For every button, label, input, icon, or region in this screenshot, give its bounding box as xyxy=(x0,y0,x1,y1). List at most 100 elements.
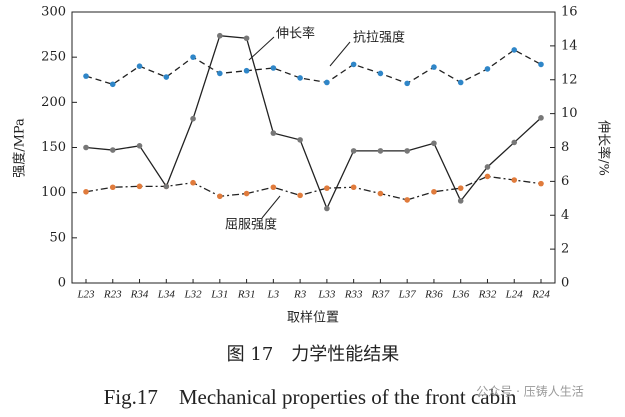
point xyxy=(83,73,89,79)
annotation-line xyxy=(329,41,351,67)
point xyxy=(511,139,518,146)
point xyxy=(350,61,357,68)
y-tick-label: 150 xyxy=(41,140,66,155)
point xyxy=(190,115,196,122)
point xyxy=(431,64,437,70)
point xyxy=(511,177,518,183)
y2-tick-label: 14 xyxy=(561,38,578,53)
point xyxy=(377,70,384,77)
point xyxy=(270,184,277,191)
point xyxy=(190,54,196,60)
point xyxy=(484,164,491,170)
annotation-line xyxy=(261,195,281,219)
point xyxy=(377,148,384,154)
caption-cn: 图 17 力学性能结果 xyxy=(227,344,400,365)
point xyxy=(109,81,116,88)
y2-tick-label: 6 xyxy=(561,174,569,189)
annotation: 屈服强度 xyxy=(225,217,277,233)
x-tick-label: L23 xyxy=(76,289,95,301)
y-tick-label: 100 xyxy=(41,185,66,200)
point xyxy=(109,184,116,191)
point xyxy=(270,130,277,136)
x-tick-label: R23 xyxy=(103,289,122,301)
point xyxy=(431,188,437,195)
point xyxy=(538,61,544,68)
annotation: 抗拉强度 xyxy=(353,30,405,46)
point xyxy=(297,137,303,143)
point xyxy=(83,188,89,195)
point xyxy=(324,205,330,212)
y2-tick-label: 2 xyxy=(561,242,569,257)
point xyxy=(324,185,330,191)
y-tick-label: 0 xyxy=(58,276,66,291)
point xyxy=(484,173,491,180)
x-tick-label: L31 xyxy=(210,289,228,301)
point xyxy=(324,79,330,86)
y2-tick-label: 12 xyxy=(561,72,578,87)
point xyxy=(350,184,357,191)
y2-tick-label: 16 xyxy=(561,5,578,20)
y-tick-label: 300 xyxy=(41,5,66,20)
x-axis-label: 取样位置 xyxy=(287,311,339,326)
annotation-line xyxy=(248,36,275,61)
point xyxy=(83,144,89,151)
series-line xyxy=(85,175,542,201)
y-tick-label: 50 xyxy=(49,230,66,245)
y2-tick-label: 4 xyxy=(561,208,569,223)
x-tick-label: L34 xyxy=(157,289,176,301)
point xyxy=(243,35,250,42)
x-tick-label: R31 xyxy=(237,289,256,301)
point xyxy=(217,193,223,200)
x-tick-label: L3 xyxy=(267,289,280,301)
x-tick-label: R32 xyxy=(478,289,497,301)
caption-en: Fig.17 Mechanical properties of the fron… xyxy=(104,385,517,409)
x-tick-label: L24 xyxy=(505,289,524,301)
point xyxy=(484,66,491,72)
point xyxy=(457,79,464,86)
x-tick-label: R33 xyxy=(344,289,363,301)
point xyxy=(270,65,277,71)
point xyxy=(538,115,544,121)
point xyxy=(217,32,223,39)
series-line xyxy=(85,49,542,85)
annotation: 伸长率 xyxy=(276,26,315,42)
y2-tick-label: 0 xyxy=(561,276,569,291)
x-tick-label: L32 xyxy=(183,289,202,301)
point xyxy=(297,192,303,199)
point xyxy=(404,80,410,87)
point xyxy=(511,47,518,53)
point xyxy=(243,67,250,74)
point xyxy=(404,148,410,154)
x-tick-label: R36 xyxy=(424,289,443,301)
point xyxy=(457,185,464,191)
point xyxy=(538,180,544,187)
y-axis-label: 强度/MPa xyxy=(12,118,28,178)
point xyxy=(136,143,143,149)
point xyxy=(377,190,384,197)
point xyxy=(404,197,410,203)
point xyxy=(163,74,170,80)
x-tick-label: R37 xyxy=(371,289,390,301)
point xyxy=(350,148,357,154)
series-line xyxy=(85,35,542,211)
point xyxy=(109,147,116,153)
y-tick-label: 200 xyxy=(41,95,66,110)
point xyxy=(190,179,196,186)
point xyxy=(431,140,437,147)
point xyxy=(136,63,143,69)
x-tick-label: L36 xyxy=(451,289,470,301)
x-tick-label: L37 xyxy=(398,289,417,301)
y2-axis-label: 伸长率/% xyxy=(596,120,612,176)
y2-tick-label: 10 xyxy=(561,106,578,121)
watermark: 公众号 · 压铸人生活 xyxy=(476,384,583,399)
point xyxy=(217,70,223,77)
y-tick-label: 250 xyxy=(41,50,66,65)
x-tick-label: R34 xyxy=(130,289,149,301)
point xyxy=(457,198,464,204)
y2-tick-label: 8 xyxy=(561,140,569,155)
point xyxy=(163,183,170,190)
point xyxy=(243,190,250,197)
x-tick-label: L33 xyxy=(317,289,336,301)
point xyxy=(297,75,303,81)
